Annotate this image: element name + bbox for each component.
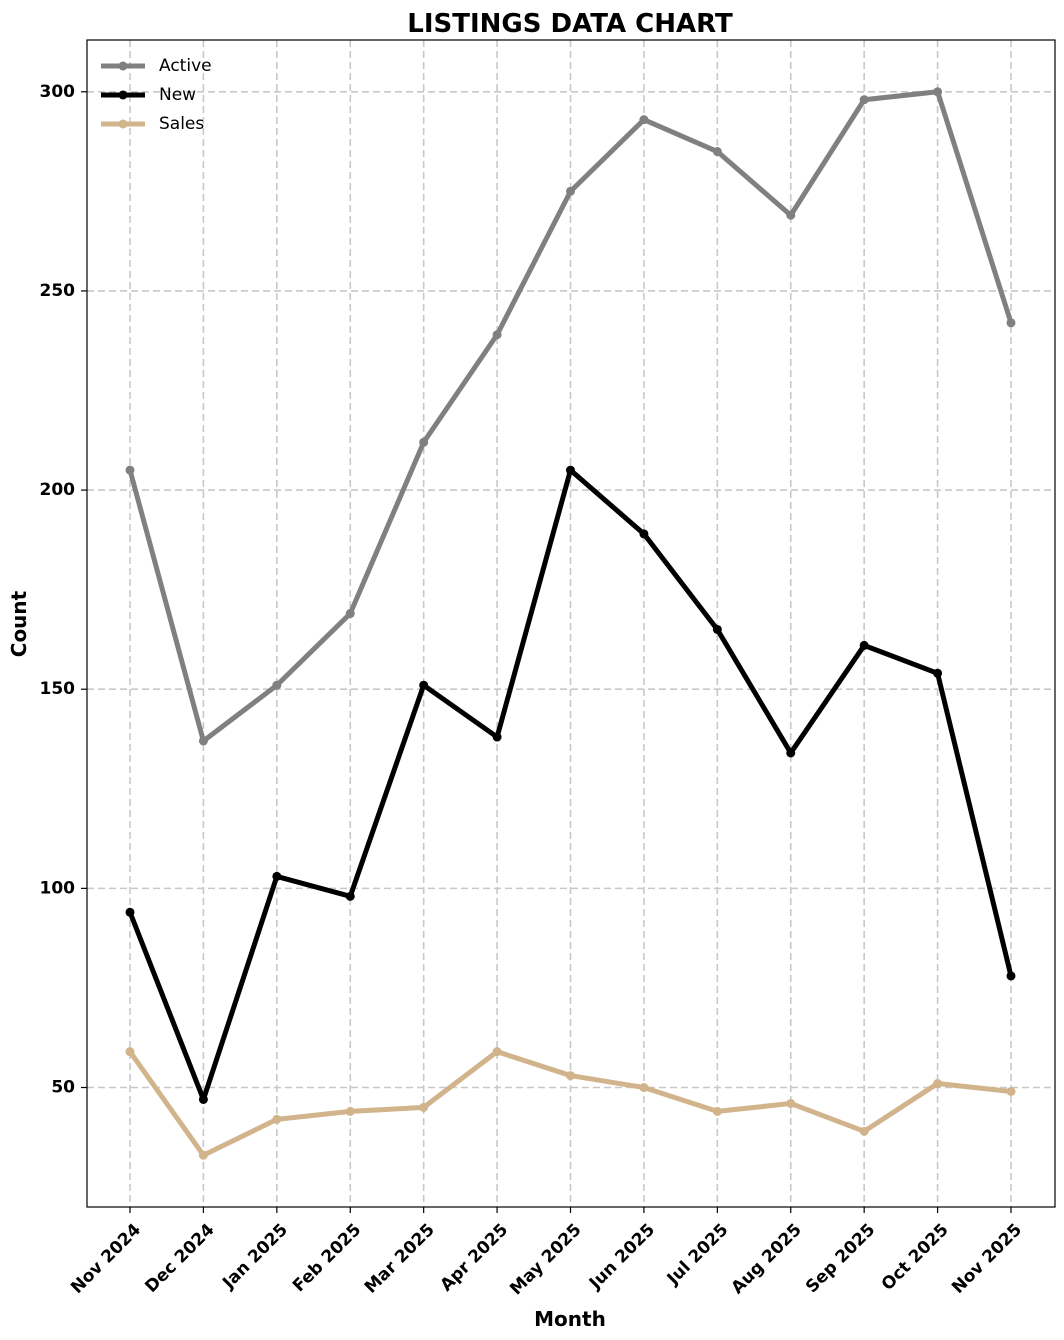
series-line-new bbox=[127, 467, 1014, 1102]
data-point-active bbox=[272, 680, 282, 690]
data-point-active bbox=[125, 465, 135, 475]
x-tick-label: Jul 2025 bbox=[663, 1220, 733, 1290]
x-tick-label: May 2025 bbox=[506, 1220, 585, 1299]
y-tick-label: 100 bbox=[40, 878, 76, 898]
data-point-new bbox=[933, 668, 943, 678]
data-point-active bbox=[933, 87, 943, 97]
series-sales bbox=[125, 1047, 1016, 1160]
data-point-active bbox=[419, 437, 429, 447]
data-point-active bbox=[859, 95, 869, 105]
x-axis-label: Month bbox=[534, 1307, 606, 1331]
data-point-active bbox=[786, 210, 796, 220]
data-point-active bbox=[492, 330, 502, 340]
data-point-new bbox=[639, 529, 649, 539]
data-point-active bbox=[345, 609, 355, 619]
series-new bbox=[125, 465, 1016, 1104]
x-tick-label: Dec 2024 bbox=[141, 1220, 218, 1297]
data-point-sales bbox=[345, 1106, 355, 1116]
data-point-new bbox=[345, 891, 355, 901]
data-point-new bbox=[198, 1094, 208, 1104]
data-point-sales bbox=[492, 1047, 502, 1057]
series-lines bbox=[125, 87, 1016, 1160]
data-point-sales bbox=[639, 1083, 649, 1093]
x-tick-label: Jun 2025 bbox=[585, 1220, 659, 1294]
x-tick-label: Nov 2024 bbox=[67, 1220, 145, 1298]
data-point-active bbox=[1006, 318, 1016, 328]
data-point-sales bbox=[125, 1047, 135, 1057]
legend-item-sales: Sales bbox=[101, 114, 204, 134]
data-point-active bbox=[712, 147, 722, 157]
x-tick-label: Aug 2025 bbox=[728, 1220, 806, 1298]
x-tick-label: Sep 2025 bbox=[802, 1220, 879, 1297]
y-tick-label: 250 bbox=[40, 281, 76, 301]
data-point-sales bbox=[419, 1102, 429, 1112]
grid bbox=[87, 40, 1055, 1207]
data-point-sales bbox=[786, 1098, 796, 1108]
data-point-new bbox=[272, 871, 282, 881]
legend-label: New bbox=[159, 85, 196, 105]
y-tick-label: 300 bbox=[40, 82, 76, 102]
chart-title: LISTINGS DATA CHART bbox=[407, 9, 733, 39]
x-tick-label: Apr 2025 bbox=[437, 1220, 513, 1296]
legend: Active New Sales bbox=[101, 56, 212, 134]
x-tick-label: Feb 2025 bbox=[289, 1220, 365, 1296]
data-point-sales bbox=[1006, 1086, 1016, 1096]
x-tick-label: Jan 2025 bbox=[218, 1220, 292, 1294]
data-point-sales bbox=[272, 1114, 282, 1124]
legend-item-active: Active bbox=[101, 56, 212, 76]
data-point-sales bbox=[859, 1126, 869, 1136]
x-tick-label: Oct 2025 bbox=[878, 1220, 953, 1295]
data-point-sales bbox=[933, 1079, 943, 1089]
data-point-new bbox=[419, 680, 429, 690]
legend-marker bbox=[118, 119, 128, 129]
data-point-new bbox=[1006, 971, 1016, 981]
data-point-new bbox=[712, 624, 722, 634]
data-point-new bbox=[125, 907, 135, 917]
y-tick-label: 50 bbox=[51, 1078, 75, 1098]
data-point-sales bbox=[566, 1071, 575, 1081]
legend-item-new: New bbox=[101, 85, 196, 105]
data-point-new bbox=[786, 748, 796, 758]
data-point-active bbox=[566, 186, 575, 196]
data-point-new bbox=[492, 732, 502, 742]
data-point-sales bbox=[198, 1150, 208, 1160]
data-point-sales bbox=[712, 1106, 722, 1116]
x-tick-label: Nov 2025 bbox=[948, 1220, 1026, 1298]
legend-label: Active bbox=[159, 56, 212, 76]
legend-label: Sales bbox=[159, 114, 204, 134]
data-point-new bbox=[859, 640, 869, 650]
y-tick-label: 150 bbox=[40, 679, 76, 699]
data-point-active bbox=[639, 115, 649, 125]
x-tick-label: Mar 2025 bbox=[361, 1220, 439, 1298]
data-point-active bbox=[198, 736, 208, 746]
series-active bbox=[125, 87, 1016, 746]
legend-marker bbox=[118, 90, 128, 100]
legend-marker bbox=[118, 61, 128, 71]
y-tick-label: 200 bbox=[40, 480, 76, 500]
data-point-new bbox=[566, 465, 575, 475]
y-axis-label: Count bbox=[7, 590, 31, 657]
